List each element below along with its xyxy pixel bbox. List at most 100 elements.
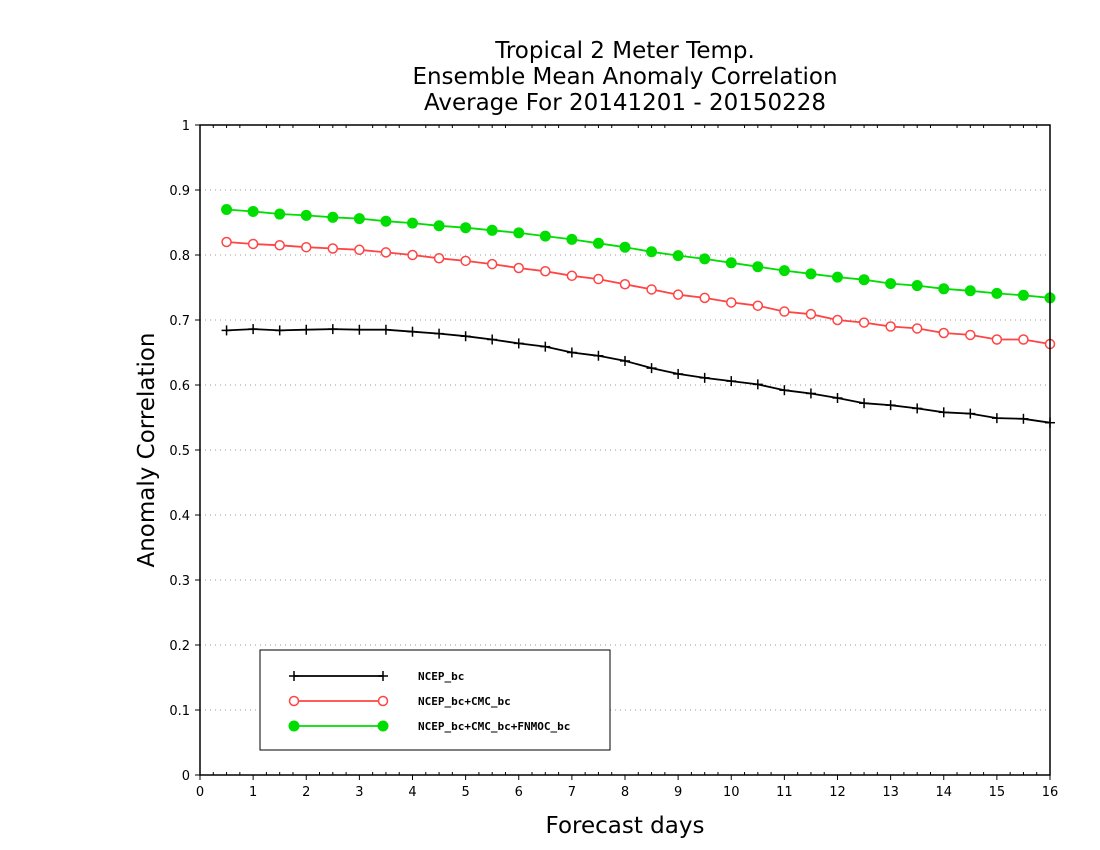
- data-point: [965, 408, 976, 419]
- data-point: [885, 278, 897, 290]
- y-tick-label: 0.1: [169, 704, 190, 719]
- x-tick-label: 8: [621, 785, 629, 800]
- data-point: [964, 285, 976, 297]
- legend-swatch-marker: [377, 720, 389, 732]
- y-tick-label: 0.8: [169, 249, 190, 264]
- data-point: [592, 237, 604, 249]
- data-point: [779, 306, 790, 317]
- data-point: [752, 300, 764, 311]
- data-point: [380, 247, 392, 258]
- data-point: [434, 328, 445, 339]
- data-point: [912, 403, 923, 414]
- x-axis-label: Forecast days: [546, 813, 705, 839]
- y-tick-label: 0: [182, 769, 190, 784]
- data-point: [885, 321, 896, 332]
- legend-swatch-marker: [378, 671, 388, 681]
- x-tick-label: 13: [882, 785, 899, 800]
- series-1: [221, 324, 1055, 428]
- data-point: [726, 376, 737, 387]
- data-point: [859, 398, 870, 409]
- data-point: [274, 240, 285, 251]
- data-point: [911, 323, 923, 334]
- data-point: [699, 253, 711, 265]
- data-point: [779, 385, 790, 396]
- legend-entry: NCEP_bc+CMC_bc+FNMOC_bc: [288, 720, 570, 733]
- y-tick-label: 0.9: [169, 184, 190, 199]
- data-point: [646, 246, 658, 258]
- x-tick-label: 1: [249, 785, 257, 800]
- legend-swatch-marker: [288, 720, 300, 732]
- x-tick-label: 3: [355, 785, 363, 800]
- data-point: [247, 205, 259, 217]
- x-tick-label: 9: [674, 785, 682, 800]
- data-point: [752, 261, 764, 273]
- data-point: [885, 400, 896, 411]
- data-point: [327, 243, 339, 254]
- data-point: [778, 265, 790, 277]
- chart-title-line-1: Tropical 2 Meter Temp.: [494, 38, 755, 64]
- data-point: [486, 224, 498, 236]
- legend-label: NCEP_bc: [418, 670, 464, 683]
- series-line: [226, 208, 1051, 299]
- data-point: [300, 209, 312, 221]
- data-point: [593, 350, 604, 361]
- data-point: [354, 244, 365, 256]
- x-tick-label: 7: [568, 785, 576, 800]
- data-point: [566, 347, 577, 358]
- legend: NCEP_bc NCEP_bc+CMC_bc NCEP_bc+CMC_bc+FNMO…: [259, 649, 611, 751]
- legend-box: [259, 649, 611, 751]
- y-tick-label: 0.5: [169, 444, 190, 459]
- x-tick-label: 12: [829, 785, 846, 800]
- data-point: [752, 379, 763, 390]
- data-point: [301, 241, 312, 253]
- data-point: [248, 324, 259, 335]
- data-point: [619, 279, 631, 290]
- data-point: [938, 283, 950, 295]
- legend-entry: NCEP_bc: [289, 670, 464, 683]
- data-point: [566, 233, 578, 245]
- data-point: [858, 274, 870, 286]
- data-point: [274, 325, 285, 336]
- data-point: [540, 341, 551, 352]
- data-point: [460, 331, 471, 342]
- data-point: [407, 217, 418, 229]
- data-point: [487, 334, 498, 345]
- plot-frame: [199, 124, 1051, 776]
- data-point: [566, 270, 578, 282]
- y-tick-label: 1: [182, 119, 190, 134]
- data-point: [646, 284, 657, 295]
- chart-title-line-2: Ensemble Mean Anomaly Correlation: [412, 64, 837, 90]
- data-point: [1017, 289, 1029, 301]
- data-point: [540, 266, 551, 277]
- data-point: [938, 407, 949, 418]
- legend-swatch-marker: [377, 695, 389, 707]
- data-point: [673, 368, 684, 379]
- data-point: [433, 253, 445, 264]
- data-point: [672, 250, 684, 262]
- data-point: [221, 236, 232, 248]
- data-point: [593, 273, 604, 285]
- x-tick-label: 11: [776, 785, 793, 800]
- legend-label: NCEP_bc+CMC_bc+FNMOC_bc: [418, 720, 570, 733]
- series-line: [226, 328, 1051, 424]
- legend-label: NCEP_bc+CMC_bc: [418, 695, 511, 708]
- data-point: [301, 324, 312, 335]
- x-tick-label: 0: [196, 785, 204, 800]
- data-point: [380, 215, 392, 227]
- data-point: [699, 292, 710, 304]
- data-point: [513, 338, 524, 349]
- data-point: [725, 257, 737, 269]
- x-axis-ticks: 0 1 2 3 4 5 6 7 8 9 10 11 12 13 14 15 16: [196, 125, 1058, 800]
- data-point: [672, 289, 684, 300]
- data-point: [460, 255, 471, 267]
- data-point: [539, 230, 551, 242]
- series-group: [221, 204, 1056, 428]
- data-point: [991, 287, 1003, 299]
- y-axis-label: Anomaly Correlation: [134, 332, 160, 567]
- y-tick-label: 0.3: [169, 574, 190, 589]
- y-tick-label: 0.6: [169, 379, 190, 394]
- data-point: [513, 262, 524, 274]
- y-tick-label: 0.4: [169, 509, 190, 524]
- x-tick-label: 10: [723, 785, 740, 800]
- data-point: [1018, 334, 1029, 345]
